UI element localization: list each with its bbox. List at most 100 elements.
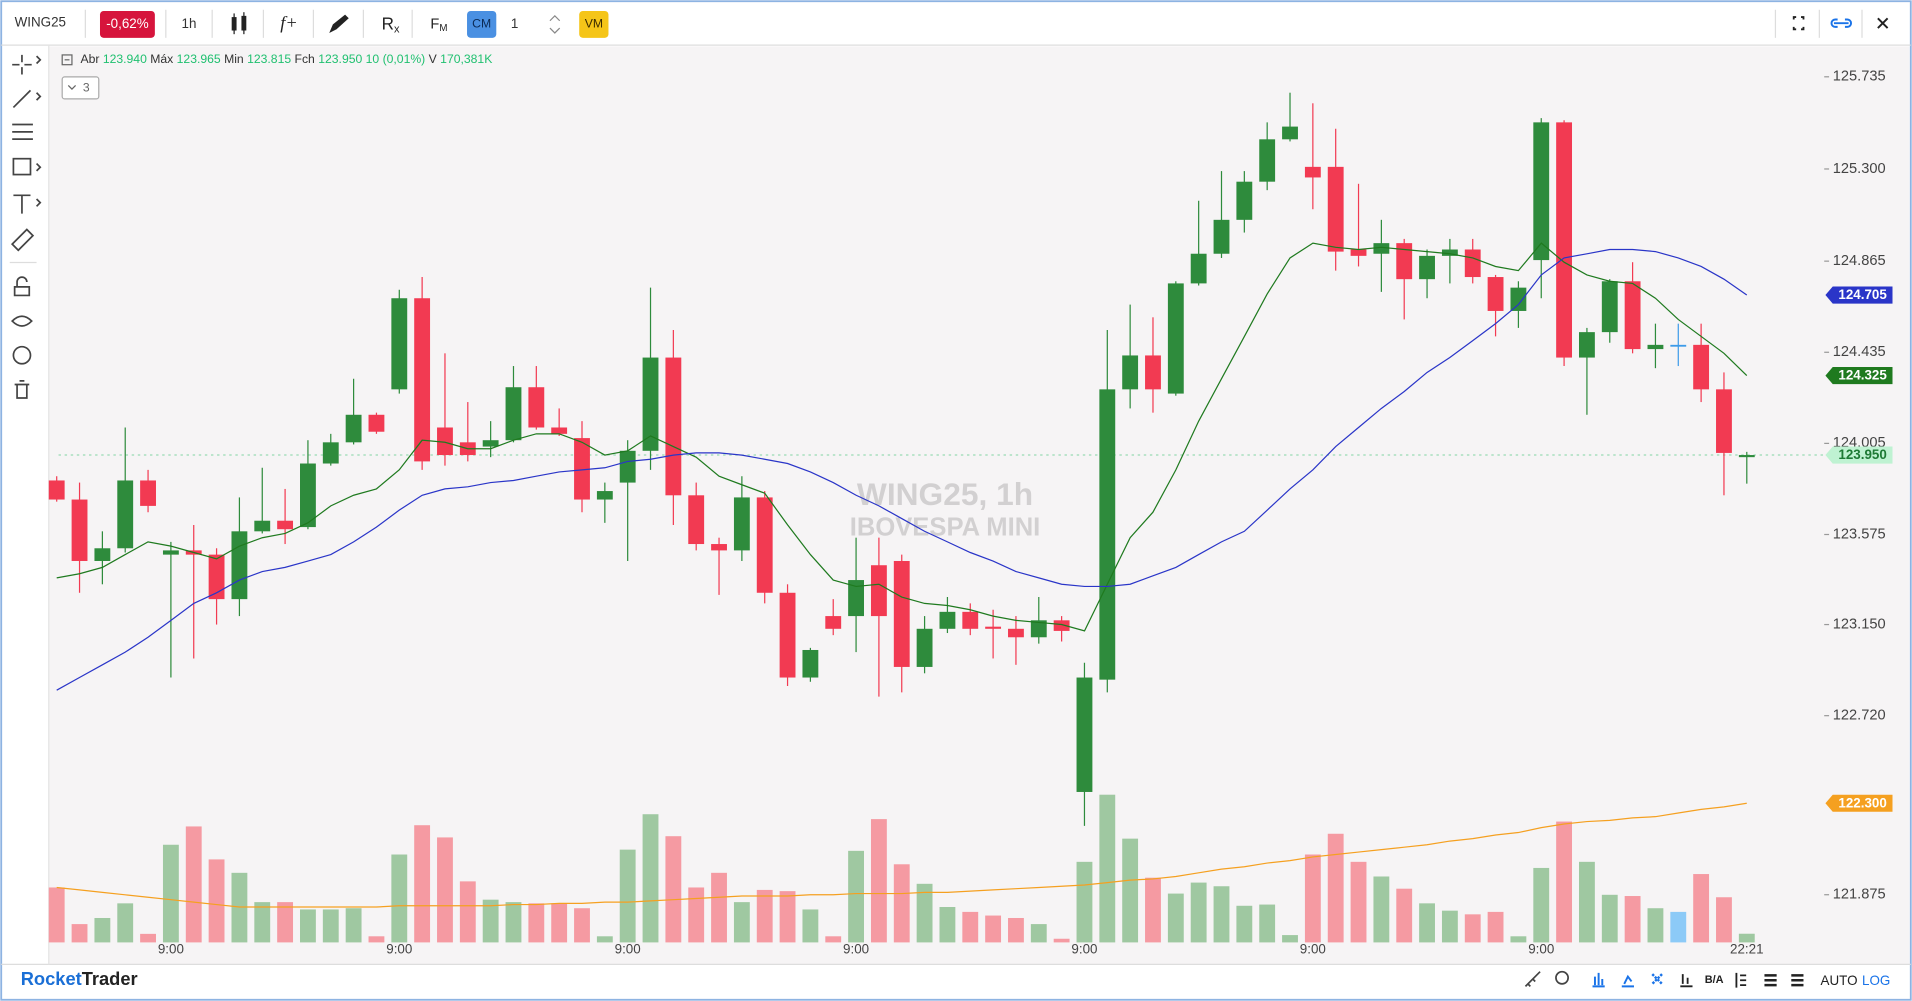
trades-toggle[interactable] (1764, 974, 1777, 987)
plot-background (48, 46, 1910, 965)
fm-sub[interactable]: M (439, 23, 447, 34)
chart-type-button[interactable] (231, 12, 247, 35)
volume-bar (1396, 888, 1413, 943)
price-tag (1825, 794, 1893, 812)
replay-button[interactable]: Rx (382, 14, 400, 35)
y-tick-label: 121.875 (1833, 887, 1886, 903)
indicators-button[interactable]: f+ (280, 13, 297, 33)
moving-average (56, 242, 1748, 632)
bid-ask-toggle[interactable]: B/A (1705, 974, 1724, 986)
book-toggle[interactable] (1735, 972, 1747, 988)
cm-button-bg[interactable] (467, 10, 497, 38)
sidebar (9, 54, 42, 399)
shape-tool[interactable] (12, 157, 32, 176)
candle-body (733, 497, 750, 551)
x-tick-label: 22:21 (1730, 941, 1764, 956)
candle-body (1578, 332, 1595, 358)
volume-bar (574, 908, 590, 943)
volume-average (56, 802, 1747, 908)
price-tag (1825, 367, 1893, 385)
volume-bar (1145, 877, 1161, 943)
volume-bar (414, 825, 431, 943)
price-tag (1825, 446, 1893, 464)
candle-body (551, 427, 568, 434)
interval-button[interactable]: 1h (182, 16, 197, 31)
candle-body (985, 626, 1002, 629)
replay-sub[interactable]: x (394, 23, 400, 35)
quantity-spinner[interactable] (549, 15, 561, 34)
volume-bar (1327, 833, 1344, 943)
zoom-button[interactable] (1555, 970, 1569, 985)
volume-bar (870, 819, 887, 943)
drawing-button[interactable] (329, 14, 349, 33)
candle-body (1122, 355, 1139, 390)
candle-body (528, 387, 545, 428)
legend-toggle[interactable] (61, 54, 73, 66)
volume-bar (1487, 911, 1504, 943)
volume-bar (277, 902, 294, 943)
collapsed-count[interactable]: 3 (83, 81, 90, 95)
volume-bar (1419, 903, 1435, 943)
crosshair-tool[interactable] (12, 54, 32, 75)
y-tick-label: 125.300 (1833, 161, 1886, 177)
replay-label[interactable]: R (382, 14, 394, 33)
candle-body (779, 592, 796, 678)
fm-label[interactable]: F (430, 16, 439, 32)
volume-bar (1350, 861, 1367, 943)
volume-bar (1556, 821, 1573, 943)
grid-toggle[interactable] (1651, 973, 1663, 985)
vm-button-bg[interactable] (579, 10, 609, 38)
orders-toggle[interactable] (1791, 974, 1804, 987)
cm-button[interactable]: CM (472, 17, 491, 31)
visibility-tool[interactable] (10, 315, 33, 327)
close-button[interactable] (1877, 17, 1889, 29)
x-tick-label: 9:00 (1528, 941, 1554, 956)
fm-button[interactable]: FM (430, 16, 447, 33)
brand-first: Rocket (21, 968, 82, 989)
line-tool[interactable] (12, 89, 32, 109)
candle-body (48, 480, 65, 500)
volume-bar (482, 899, 499, 943)
candle-body (962, 611, 979, 629)
volume-bar (208, 859, 225, 943)
candle-body (437, 427, 453, 456)
link-button[interactable] (1830, 18, 1852, 28)
y-tick-label: 123.150 (1833, 616, 1886, 632)
indicator-collapse[interactable] (61, 76, 100, 100)
volume-bar (1464, 914, 1481, 943)
symbol[interactable]: WING25 (15, 15, 66, 30)
volume-toggle[interactable] (1592, 972, 1605, 988)
volume-bar (1738, 933, 1755, 943)
log-scale[interactable]: LOG (1862, 973, 1890, 988)
fib-tool[interactable] (12, 123, 33, 141)
change: -0,62% (106, 16, 149, 31)
vm-button[interactable]: VM (585, 17, 603, 31)
text-tool[interactable] (13, 194, 31, 214)
fullscreen-button[interactable] (1792, 16, 1805, 31)
ruler-tool[interactable] (10, 228, 35, 252)
candle-body (916, 628, 933, 667)
toolbar: WING25 -0,62% 1h f+ Rx FM CM 1 VM (15, 9, 1889, 38)
quantity[interactable]: 1 (511, 16, 518, 31)
auto-scale[interactable]: AUTO (1821, 973, 1858, 988)
volume-bar (1190, 882, 1207, 943)
volume-bar (665, 836, 682, 943)
legend-value: 123.965 (177, 52, 221, 66)
y-tick-label: 122.720 (1833, 708, 1886, 724)
measure-button[interactable] (1524, 971, 1541, 987)
candle-body (1236, 181, 1253, 220)
lock-tool[interactable] (13, 276, 31, 297)
delete-tool[interactable] (14, 380, 30, 399)
x-tick-label: 9:00 (386, 941, 412, 956)
footer: RocketTrader B/A AUTO LOG (21, 968, 1891, 989)
volume-bar (1030, 924, 1047, 943)
tool-expanders[interactable] (35, 55, 42, 207)
candle-body (711, 544, 727, 551)
depth-toggle[interactable] (1680, 974, 1693, 988)
candle-body (1076, 677, 1093, 792)
price-tags: 124.325 124.705 122.300 123.950 (1825, 286, 1893, 812)
legend-change: 10 (0,01%) (366, 52, 426, 66)
chart-toggle[interactable] (1621, 974, 1634, 988)
help-tool[interactable] (12, 345, 32, 365)
